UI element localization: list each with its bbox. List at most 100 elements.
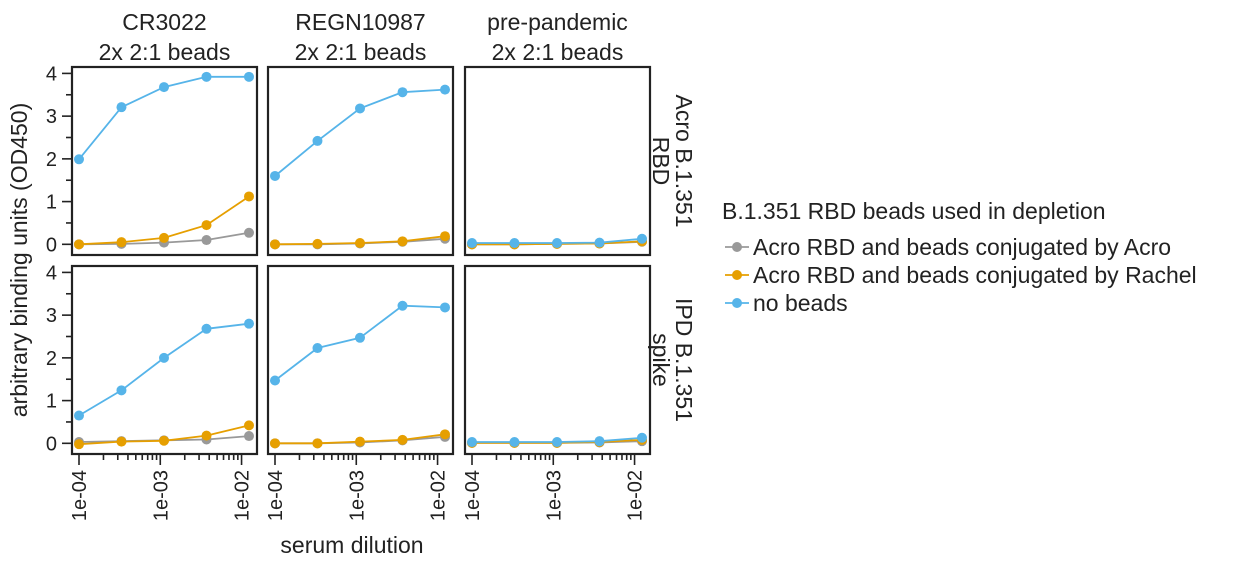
data-point (467, 238, 477, 249)
data-point (594, 436, 605, 447)
data-point (397, 236, 408, 247)
y-axis: 0 1 2 3 4 (46, 63, 72, 256)
panel (463, 264, 652, 456)
panel-frame (463, 264, 652, 456)
x-tick-label: 1e-03 (543, 470, 565, 521)
data-point (116, 385, 127, 396)
x-tick-label: 1e-02 (625, 470, 647, 521)
x-axis: 1e-04 1e-03 1e-02 (265, 454, 450, 521)
legend: B.1.351 RBD beads used in depletion Acro… (722, 198, 1197, 316)
y-tick-label: 4 (46, 262, 57, 284)
data-point (201, 71, 212, 82)
data-point (270, 239, 280, 250)
data-point (201, 235, 212, 246)
legend-label: no beads (753, 290, 848, 316)
x-axis: 1e-04 1e-03 1e-02 (462, 454, 647, 521)
facet-column-title: pre-pandemic (487, 9, 628, 35)
series-line (78, 322, 250, 417)
data-point (312, 238, 323, 249)
x-tick-label: 1e-04 (462, 470, 484, 521)
data-point (354, 103, 365, 114)
data-point (354, 238, 365, 249)
data-point (594, 237, 605, 248)
data-point (116, 237, 127, 248)
x-tick-label: 1e-02 (232, 470, 254, 521)
panel (463, 65, 652, 257)
legend-item: no beads (725, 290, 848, 316)
data-point (270, 438, 280, 449)
data-point (637, 233, 647, 244)
legend-label: Acro RBD and beads conjugated by Rachel (753, 262, 1197, 288)
legend-marker (732, 270, 742, 280)
x-tick-label: 1e-02 (428, 470, 450, 521)
data-point (467, 437, 477, 448)
y-tick-label: 1 (46, 192, 57, 214)
data-point (74, 154, 84, 165)
y-tick-label: 3 (46, 305, 57, 327)
panel-frame (70, 65, 259, 257)
facet-column-subtitle: 2x 2:1 beads (99, 39, 231, 65)
data-point (440, 231, 450, 242)
x-axis-label: serum dilution (280, 532, 423, 558)
data-point (354, 332, 365, 343)
legend-marker (732, 242, 742, 252)
data-point (637, 432, 647, 443)
x-tick-label: 1e-03 (346, 470, 368, 521)
data-point (201, 430, 212, 441)
facet-column-subtitle: 2x 2:1 beads (295, 39, 427, 65)
data-point (201, 220, 212, 231)
data-point (440, 84, 450, 95)
data-point (244, 431, 254, 442)
legend-marker (732, 298, 742, 308)
data-point (158, 435, 169, 446)
x-tick-label: 1e-03 (150, 470, 172, 521)
data-point (397, 434, 408, 445)
facet-row-label: RBD (648, 137, 674, 186)
legend-title: B.1.351 RBD beads used in depletion (722, 198, 1106, 224)
series-line (274, 304, 446, 382)
y-axis-label: arbitrary binding units (OD450) (6, 103, 32, 417)
data-point (244, 420, 254, 431)
x-axis: 1e-04 1e-03 1e-02 (69, 454, 254, 521)
data-point (270, 375, 280, 386)
data-point (397, 300, 408, 311)
facet-row-label: spike (648, 333, 674, 387)
data-point (74, 439, 84, 450)
y-axis: 0 1 2 3 4 (46, 262, 72, 455)
facet-row-label: IPD B.1.351 (671, 298, 697, 422)
data-point (440, 302, 450, 313)
data-point (312, 438, 323, 449)
data-point (312, 135, 323, 146)
data-point (74, 239, 84, 250)
panel-frame (266, 65, 455, 257)
facet-column-subtitle: 2x 2:1 beads (492, 39, 624, 65)
data-point (116, 102, 127, 113)
data-point (397, 87, 408, 98)
data-point (116, 436, 127, 447)
x-tick-label: 1e-04 (265, 470, 287, 521)
data-point (244, 71, 254, 82)
data-point (509, 437, 520, 448)
panel-frame (463, 65, 652, 257)
data-point (509, 238, 520, 249)
facet-column-title: CR3022 (122, 9, 206, 35)
data-point (74, 410, 84, 421)
data-point (270, 170, 280, 181)
data-point (354, 436, 365, 447)
y-tick-label: 2 (46, 149, 57, 171)
data-point (244, 318, 254, 329)
data-point (551, 238, 562, 249)
data-point (201, 323, 212, 334)
data-point (158, 82, 169, 93)
data-point (312, 343, 323, 354)
panel (266, 65, 455, 257)
x-tick-label: 1e-04 (69, 470, 91, 521)
legend-item: Acro RBD and beads conjugated by Acro (725, 234, 1171, 260)
y-tick-label: 1 (46, 391, 57, 413)
data-point (158, 232, 169, 243)
facet-row-label: Acro B.1.351 (671, 95, 697, 228)
y-tick-label: 0 (46, 234, 57, 256)
y-tick-label: 4 (46, 63, 57, 85)
panel-frame (70, 264, 259, 456)
